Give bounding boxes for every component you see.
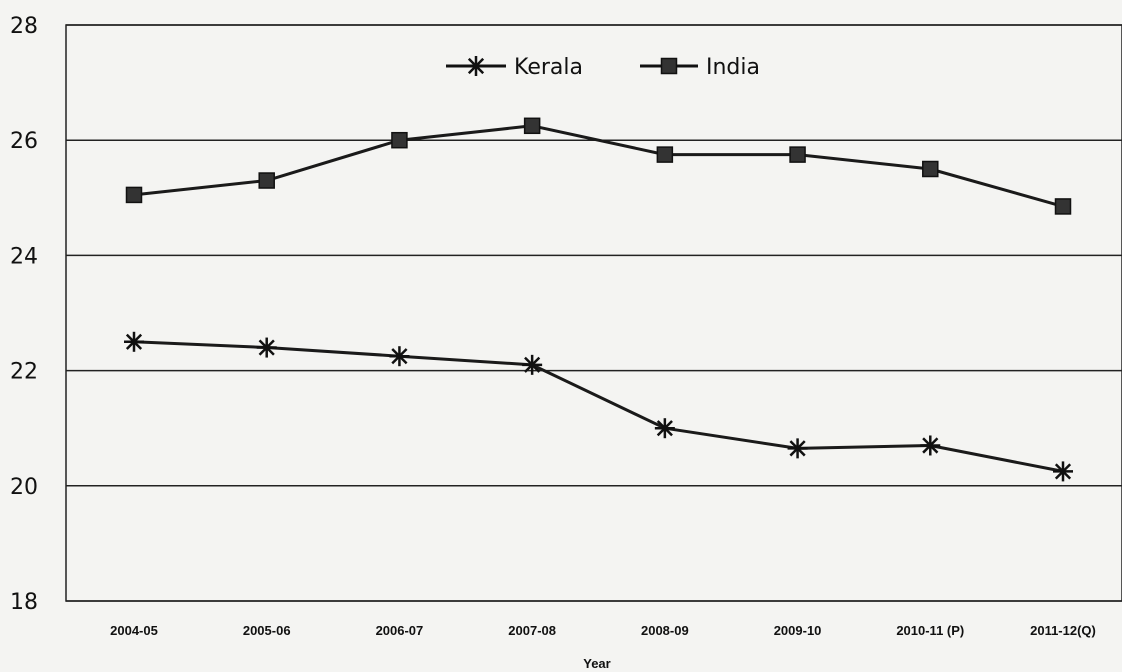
x-axis-title: Year <box>583 656 610 671</box>
legend: Kerala India <box>446 55 760 80</box>
data-point-0-1 <box>256 337 277 358</box>
x-tick-label: 2007-08 <box>508 623 556 638</box>
data-point-0-7 <box>1053 461 1073 482</box>
y-tick-label: 24 <box>10 244 38 269</box>
data-point-legend-0 <box>466 56 486 76</box>
x-tick-label: 2004-05 <box>110 623 158 638</box>
data-point-legend-1 <box>660 57 678 75</box>
x-tick-label: 2011-12(Q) <box>1030 623 1096 638</box>
x-tick-label: 2008-09 <box>641 623 689 638</box>
y-tick-label: 28 <box>10 14 38 39</box>
x-axis-ticks: 2004-05 2005-06 2006-07 2007-08 2008-09 2009-… <box>110 623 1096 638</box>
data-point-1-0 <box>125 186 143 204</box>
data-point-0-2 <box>389 346 410 367</box>
series-group <box>124 117 1073 482</box>
data-point-1-4 <box>656 146 674 163</box>
y-tick-label: 26 <box>10 129 38 154</box>
series-line-india <box>133 124 1064 208</box>
data-point-0-0 <box>124 331 144 352</box>
data-point-1-6 <box>922 160 939 178</box>
x-tick-label: 2005-06 <box>243 623 291 638</box>
data-point-1-2 <box>391 131 408 149</box>
data-point-1-7 <box>1054 198 1072 215</box>
x-tick-label: 2006-07 <box>376 623 424 638</box>
gridlines <box>66 24 1122 602</box>
data-point-0-5 <box>787 438 808 459</box>
y-axis-ticks: 18 20 22 24 26 28 <box>10 14 38 615</box>
series-line-kerala <box>133 340 1064 473</box>
y-tick-label: 20 <box>10 475 38 500</box>
legend-label-india: India <box>706 55 760 80</box>
data-point-1-1 <box>258 172 275 189</box>
y-tick-label: 22 <box>10 360 38 385</box>
plot-frame <box>65 24 1122 602</box>
data-point-0-4 <box>654 418 675 439</box>
data-point-0-6 <box>920 435 941 456</box>
data-point-0-3 <box>522 354 543 375</box>
legend-label-kerala: Kerala <box>514 55 583 80</box>
y-tick-label: 18 <box>10 590 38 615</box>
data-point-1-5 <box>789 146 806 163</box>
x-tick-label: 2010-11 (P) <box>896 623 964 638</box>
x-tick-label: 2009-10 <box>774 623 822 638</box>
data-point-1-3 <box>523 117 541 135</box>
